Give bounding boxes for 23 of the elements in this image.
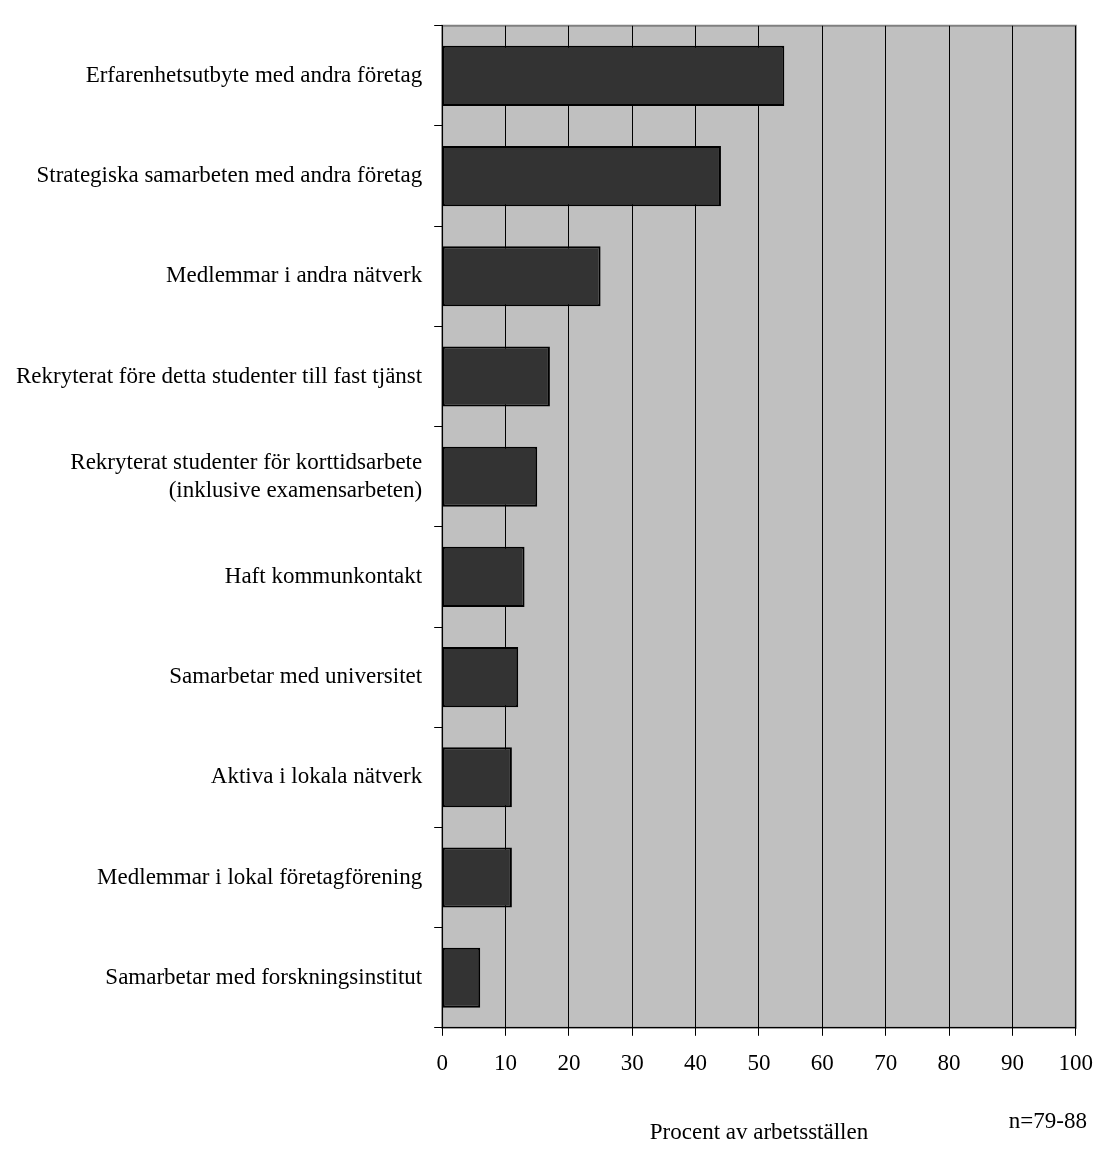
x-axis-title: Procent av arbetsställen	[649, 1119, 869, 1145]
x-tick-label: 100	[1058, 1049, 1093, 1075]
y-tick-label: Aktiva i lokala nätverk	[210, 763, 423, 789]
y-tick-label: Medlemmar i andra nätverk	[166, 262, 423, 288]
y-tick-label: Erfarenhetsutbyte med andra företag	[85, 61, 423, 87]
x-tick-label: 10	[494, 1049, 518, 1075]
x-tick-label: 40	[684, 1049, 708, 1075]
text: n=79-88	[1008, 1108, 1087, 1133]
y-tick-label: Rekryterat studenter för korttidsarbete (inklusive examensarbeten)	[70, 448, 423, 502]
x-tick-label: 30	[620, 1049, 644, 1075]
x-tick-label: 20	[557, 1049, 581, 1075]
x-tick-label: 50	[747, 1049, 771, 1075]
y-tick-label: Rekryterat före detta studenter till fast tjänst	[15, 362, 423, 388]
y-tick-label: Samarbetar med universitet	[169, 663, 423, 689]
x-tick-label: 80	[937, 1049, 961, 1075]
y-tick-label: Haft kommunkontakt	[224, 562, 423, 588]
x-tick-label: 90	[1000, 1049, 1024, 1075]
x-tick-label: 70	[874, 1049, 898, 1075]
y-tick-label: Medlemmar i lokal företagförening	[97, 863, 423, 889]
y-tick-label: Samarbetar med forskningsinstitut	[105, 963, 423, 989]
x-tick-label: 60	[810, 1049, 834, 1075]
x-tick-label: 0	[436, 1049, 448, 1075]
y-tick-label: Strategiska samarbeten med andra företag	[36, 162, 423, 188]
